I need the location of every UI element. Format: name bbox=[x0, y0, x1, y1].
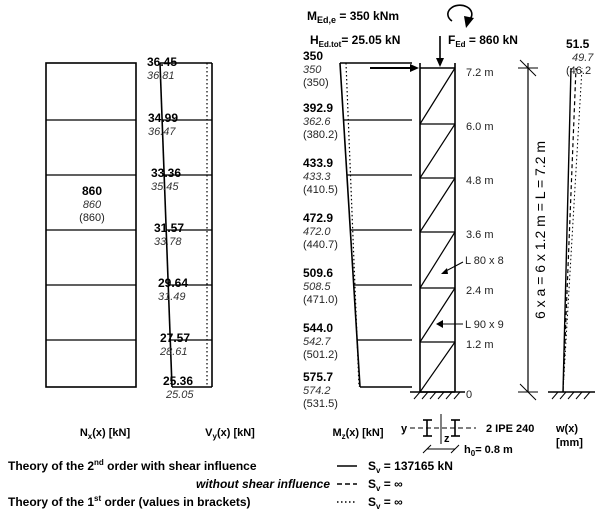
moment-value-first-order: (531.5) bbox=[303, 398, 338, 410]
deflection-diagram: 51.5 49.7 (46.2 w(x) [mm] bbox=[548, 37, 595, 449]
moment-value-no-shear: 472.0 bbox=[303, 226, 331, 238]
shear-value: 36.45 bbox=[147, 55, 177, 69]
deflection-curve-no-shear bbox=[562, 67, 577, 393]
height-label: 1.2 m bbox=[466, 339, 494, 351]
lattice-diagonal bbox=[419, 177, 456, 233]
shear-force-diagram: 36.45 36.81 34.99 36.47 33.36 35.45 31.5… bbox=[147, 55, 255, 441]
moment-value-no-shear: 508.5 bbox=[303, 281, 331, 293]
legend-sv-value: Sv = ∞ bbox=[368, 495, 403, 511]
lattice-diagonal bbox=[419, 341, 456, 393]
member-pointer-icon bbox=[436, 320, 443, 328]
height-label: 0 bbox=[466, 389, 472, 401]
normal-force-outline bbox=[45, 62, 137, 388]
legend-sv-value: Sv = 137165 kN bbox=[368, 459, 453, 475]
shear-value: 27.57 bbox=[160, 331, 190, 345]
legend-second-order-label: Theory of the 2nd order with shear influ… bbox=[8, 458, 257, 473]
normal-force-value-first-order: (860) bbox=[79, 212, 105, 224]
moment-arrowhead-icon bbox=[464, 16, 474, 28]
shear-value-no-shear: 28.61 bbox=[159, 346, 188, 358]
section-axis-y-label: y bbox=[401, 423, 408, 435]
deflection-axis-label: w(x) bbox=[555, 423, 578, 435]
shear-value-no-shear: 33.78 bbox=[154, 236, 182, 248]
normal-force-value-no-shear: 860 bbox=[83, 199, 102, 211]
shear-axis-label: Vy(x) [kN] bbox=[205, 427, 255, 441]
moment-value: 350 bbox=[303, 49, 323, 63]
moment-value-no-shear: 433.3 bbox=[303, 171, 331, 183]
deflection-value-first-order: (46.2 bbox=[566, 65, 591, 77]
shear-value-no-shear: 36.81 bbox=[147, 70, 175, 82]
lattice-diagonal bbox=[419, 123, 456, 179]
moment-diagram: 350 350 (350) 392.9 362.6 (380.2) 433.9 … bbox=[303, 49, 412, 441]
moment-axis-label: Mz(x) [kN] bbox=[332, 427, 383, 441]
moment-value-no-shear: 542.7 bbox=[303, 336, 331, 348]
lattice-column: 7.2 m 6.0 m 4.8 m 3.6 m 2.4 m 1.2 m 0 L … bbox=[410, 59, 548, 401]
moment-value: 575.7 bbox=[303, 370, 333, 384]
legend: Theory of the 2nd order with shear influ… bbox=[8, 458, 453, 511]
section-axis-z-label: z bbox=[444, 433, 450, 445]
member-label-lower: L 90 x 9 bbox=[465, 319, 504, 331]
member-label-upper: L 80 x 8 bbox=[465, 255, 504, 267]
height-label: 3.6 m bbox=[466, 229, 494, 241]
moment-arrow-icon bbox=[447, 4, 473, 22]
height-label: 6.0 m bbox=[466, 121, 494, 133]
lattice-diagonal bbox=[419, 231, 456, 289]
h0-label: h0= 0.8 m bbox=[464, 444, 513, 458]
height-label: 2.4 m bbox=[466, 285, 494, 297]
shear-value: 29.64 bbox=[158, 276, 188, 290]
shear-value-no-shear: 36.47 bbox=[148, 126, 176, 138]
horizontal-load-label: HEd.tot= 25.05 kN bbox=[310, 33, 400, 49]
normal-force-value: 860 bbox=[82, 184, 102, 198]
moment-value-no-shear: 362.6 bbox=[303, 116, 331, 128]
shear-value: 34.99 bbox=[148, 111, 178, 125]
moment-value-first-order: (501.2) bbox=[303, 349, 338, 361]
shear-curve bbox=[159, 62, 173, 388]
shear-value-no-shear: 31.49 bbox=[158, 291, 186, 303]
moment-curve bbox=[339, 62, 361, 388]
moment-load-label: MEd,e = 350 kNm bbox=[307, 9, 399, 25]
shear-value-no-shear: 25.05 bbox=[165, 389, 194, 401]
deflection-value-no-shear: 49.7 bbox=[572, 52, 594, 64]
moment-value: 544.0 bbox=[303, 321, 333, 335]
shear-value: 31.57 bbox=[154, 221, 184, 235]
moment-value-first-order: (471.0) bbox=[303, 294, 338, 306]
shear-value-no-shear: 35.45 bbox=[151, 181, 179, 193]
legend-sv-value: Sv = ∞ bbox=[368, 477, 403, 493]
moment-value-first-order: (410.5) bbox=[303, 184, 338, 196]
shear-value: 25.36 bbox=[163, 374, 193, 388]
deflection-curve bbox=[562, 67, 572, 393]
top-loads: MEd,e = 350 kNm HEd.tot= 25.05 kN FEd = … bbox=[307, 4, 518, 72]
moment-value: 433.9 bbox=[303, 156, 333, 170]
vertical-load-label: FEd = 860 kN bbox=[448, 33, 518, 49]
legend-first-order-label: Theory of the 1st order (values in brack… bbox=[8, 494, 251, 509]
normal-force-axis-label: Nx(x) [kN] bbox=[80, 427, 131, 441]
moment-value-no-shear: 350 bbox=[303, 64, 322, 76]
deflection-axis-unit: [mm] bbox=[556, 437, 583, 449]
lattice-diagonal bbox=[419, 287, 456, 343]
deflection-value: 51.5 bbox=[566, 37, 590, 51]
moment-value-first-order: (350) bbox=[303, 77, 329, 89]
height-dimension-label: 6 x a = 6 x 1.2 m = L = 7.2 m bbox=[532, 141, 548, 319]
shear-value: 33.36 bbox=[151, 166, 181, 180]
member-pointer-icon bbox=[441, 268, 448, 274]
moment-value: 472.9 bbox=[303, 211, 333, 225]
legend-without-shear-label: without shear influence bbox=[196, 477, 330, 491]
normal-force-diagram: 860 860 (860) Nx(x) [kN] bbox=[45, 62, 137, 441]
deflection-curve-first-order bbox=[562, 67, 583, 393]
section-label: 2 IPE 240 bbox=[486, 423, 534, 435]
lattice-diagonal bbox=[419, 67, 456, 125]
height-label: 4.8 m bbox=[466, 175, 494, 187]
moment-value: 509.6 bbox=[303, 266, 333, 280]
moment-value: 392.9 bbox=[303, 101, 333, 115]
moment-value-first-order: (380.2) bbox=[303, 129, 338, 141]
moment-value-no-shear: 574.2 bbox=[303, 385, 331, 397]
moment-value-first-order: (440.7) bbox=[303, 239, 338, 251]
height-label: 7.2 m bbox=[466, 67, 494, 79]
cross-section: y z 2 IPE 240 h0= 0.8 m bbox=[401, 414, 534, 458]
